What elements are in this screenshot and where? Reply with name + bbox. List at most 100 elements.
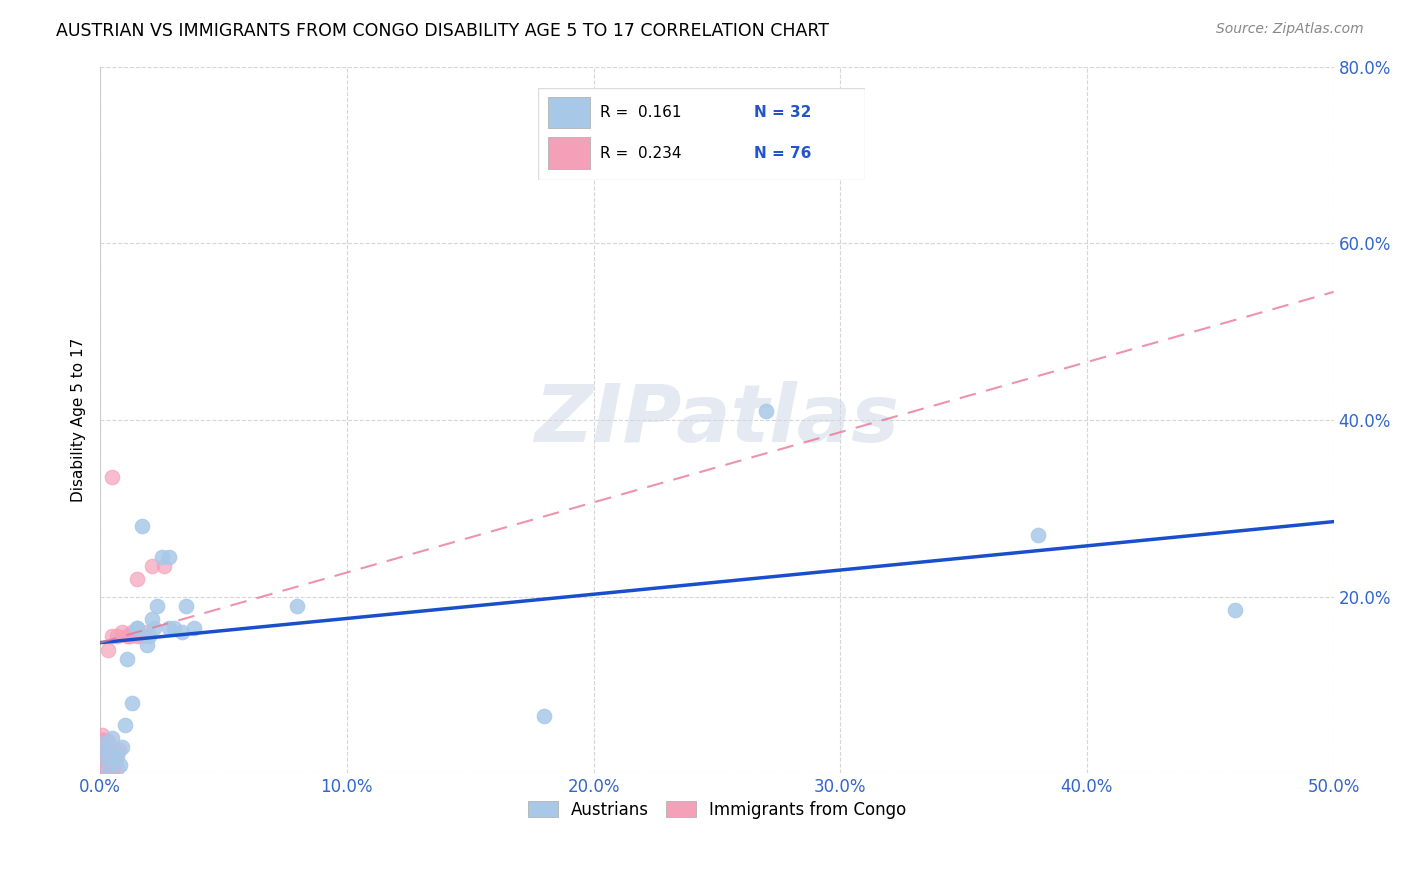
Point <box>94 761 117 775</box>
Point <box>153 558 176 573</box>
Point <box>90 765 112 780</box>
Point <box>93 762 115 776</box>
Point <box>107 743 129 757</box>
Point <box>97 743 120 757</box>
Point <box>94 756 117 771</box>
Point <box>94 763 117 777</box>
Point <box>90 765 112 780</box>
Point <box>90 744 112 758</box>
Point <box>141 612 163 626</box>
Point <box>100 757 122 772</box>
Point <box>98 754 121 768</box>
Point <box>101 630 124 644</box>
Point <box>121 625 143 640</box>
Point <box>118 630 141 644</box>
Point <box>90 764 112 779</box>
Point <box>287 599 309 613</box>
Point <box>127 630 149 644</box>
Point <box>96 762 118 776</box>
Point <box>111 625 134 640</box>
Point <box>138 630 160 644</box>
Point <box>104 745 127 759</box>
Point <box>163 621 186 635</box>
Point <box>91 757 114 772</box>
Legend: Austrians, Immigrants from Congo: Austrians, Immigrants from Congo <box>522 794 912 825</box>
Point <box>89 755 111 769</box>
Point <box>97 764 120 779</box>
Point <box>170 625 193 640</box>
Point <box>127 621 149 635</box>
Point <box>146 599 169 613</box>
Point <box>105 760 128 774</box>
Point <box>101 731 124 745</box>
Point <box>93 752 115 766</box>
Text: ZIPatlas: ZIPatlas <box>534 381 900 459</box>
Point <box>90 752 112 766</box>
Point <box>91 728 114 742</box>
Text: Source: ZipAtlas.com: Source: ZipAtlas.com <box>1216 22 1364 37</box>
Point <box>97 763 120 777</box>
Point <box>98 764 121 778</box>
Point <box>98 763 121 777</box>
Point <box>94 733 117 747</box>
Point <box>93 756 115 771</box>
Point <box>111 739 134 754</box>
Point <box>93 756 115 770</box>
Point <box>101 470 124 484</box>
Point <box>176 599 198 613</box>
Y-axis label: Disability Age 5 to 17: Disability Age 5 to 17 <box>72 338 86 502</box>
Point <box>98 745 121 759</box>
Text: AUSTRIAN VS IMMIGRANTS FROM CONGO DISABILITY AGE 5 TO 17 CORRELATION CHART: AUSTRIAN VS IMMIGRANTS FROM CONGO DISABI… <box>56 22 830 40</box>
Point <box>101 758 124 772</box>
Point <box>755 404 778 418</box>
Point <box>97 760 120 774</box>
Point <box>150 549 173 564</box>
Point <box>127 572 149 586</box>
Point <box>141 558 163 573</box>
Point <box>105 630 128 644</box>
Point <box>105 752 128 766</box>
Point <box>91 748 114 763</box>
Point <box>108 757 131 772</box>
Point <box>98 744 121 758</box>
Point <box>91 763 114 777</box>
Point <box>96 742 118 756</box>
Point <box>117 630 139 644</box>
Point <box>97 734 120 748</box>
Point <box>105 748 128 763</box>
Point <box>1026 528 1049 542</box>
Point <box>157 621 180 635</box>
Point <box>96 758 118 772</box>
Point <box>127 621 149 635</box>
Point <box>91 765 114 780</box>
Point <box>533 709 555 723</box>
Point <box>94 761 117 775</box>
Point <box>91 742 114 756</box>
Point <box>93 754 115 768</box>
Point <box>98 752 121 766</box>
Point <box>104 753 127 767</box>
Point <box>1223 603 1246 617</box>
Point <box>157 549 180 564</box>
Point <box>89 753 111 767</box>
Point <box>96 751 118 765</box>
Point <box>96 741 118 756</box>
Point <box>131 630 153 644</box>
Point <box>101 763 124 777</box>
Point <box>114 718 136 732</box>
Point <box>136 625 159 640</box>
Point <box>100 752 122 766</box>
Point <box>121 696 143 710</box>
Point <box>131 519 153 533</box>
Point <box>91 733 114 747</box>
Point <box>183 621 205 635</box>
Point <box>96 642 118 657</box>
Point <box>96 764 118 778</box>
Point <box>100 749 122 764</box>
Point <box>90 732 112 747</box>
Point <box>94 752 117 766</box>
Point <box>90 756 112 771</box>
Point <box>96 753 118 767</box>
Point <box>94 763 117 777</box>
Point <box>143 621 166 635</box>
